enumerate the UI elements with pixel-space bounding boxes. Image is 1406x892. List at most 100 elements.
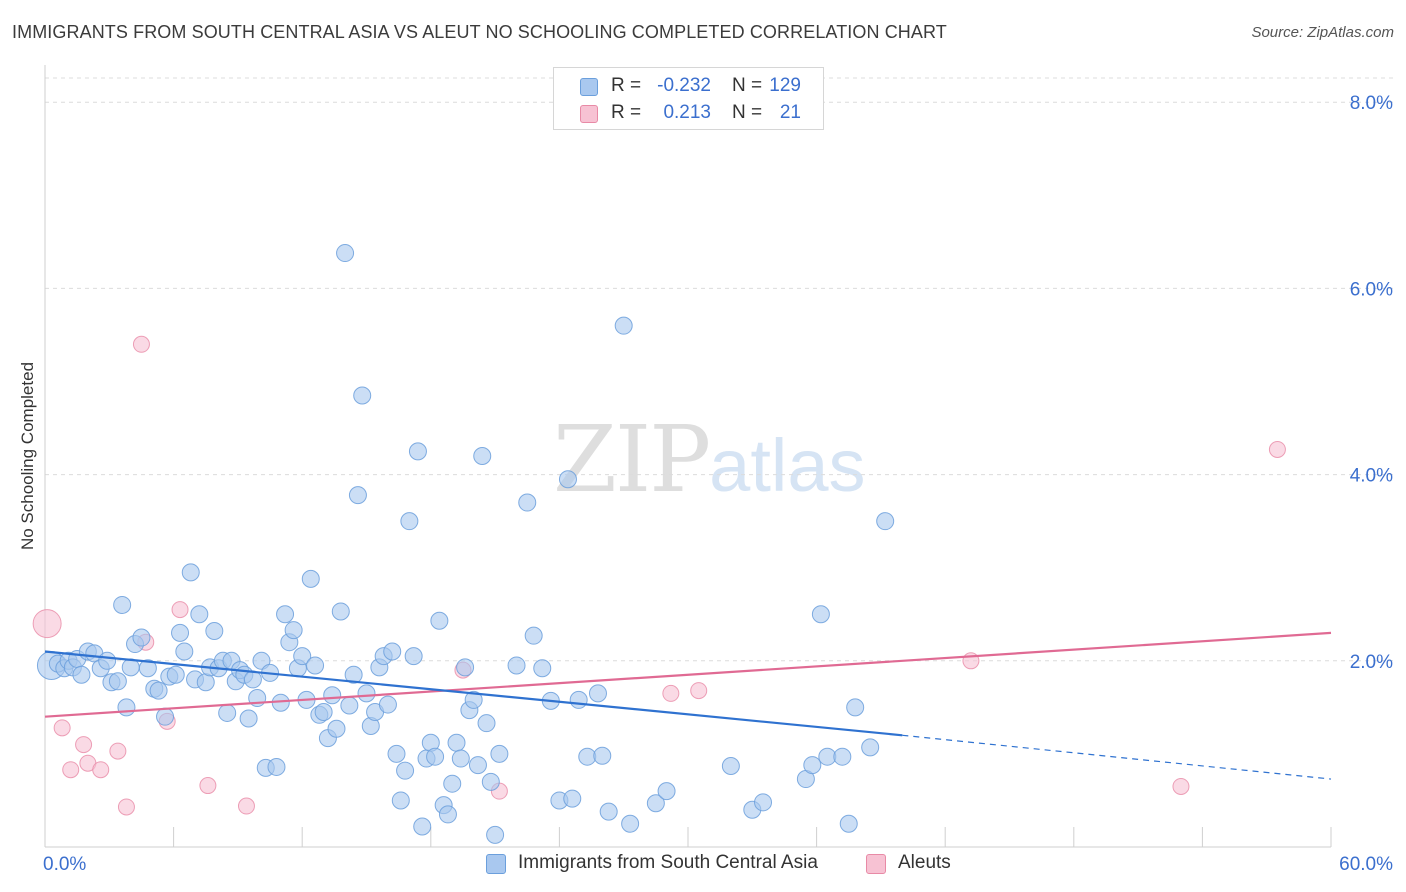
immigrants-point <box>267 757 286 776</box>
immigrants-point <box>754 793 773 812</box>
immigrants-point <box>353 386 372 405</box>
immigrants-point <box>98 651 117 670</box>
immigrants-point <box>490 744 509 763</box>
immigrants-point <box>239 709 258 728</box>
watermark: ZIPatlas <box>553 406 865 513</box>
immigrants-point <box>563 789 582 808</box>
immigrants-point <box>558 470 577 489</box>
immigrants-point <box>451 749 470 768</box>
legend-r-value: 0.213 <box>663 102 711 123</box>
legend-r-value: -0.232 <box>657 75 711 96</box>
immigrants-point <box>340 696 359 715</box>
immigrants-point <box>839 814 858 833</box>
immigrants-point <box>413 817 432 836</box>
immigrants-point <box>387 744 406 763</box>
stats-legend: R = -0.232 N = 129 R = 0.213 N = 21 <box>553 67 824 130</box>
aleuts-point <box>117 798 135 816</box>
aleuts-trend-line <box>44 631 1332 718</box>
immigrants-point <box>323 686 342 705</box>
immigrants-point <box>149 681 168 700</box>
immigrants-point <box>876 512 895 531</box>
immigrants-point <box>811 605 830 624</box>
legend-r-label: R = <box>611 75 642 96</box>
immigrants-point <box>383 642 402 661</box>
aleuts-point <box>199 777 217 795</box>
immigrants-point <box>464 690 483 709</box>
immigrants-point <box>569 690 588 709</box>
grid-lines <box>45 77 1393 662</box>
immigrants-point <box>430 611 449 630</box>
immigrants-point <box>175 642 194 661</box>
y-tick-label: 6.0% <box>1350 279 1393 300</box>
immigrants-point <box>588 684 607 703</box>
aleuts-point <box>75 736 93 754</box>
x-tick-label: 0.0% <box>43 854 86 875</box>
legend-label: Aleuts <box>898 852 951 873</box>
immigrants-point <box>138 659 157 678</box>
immigrants-point <box>171 623 190 642</box>
immigrants-point <box>473 447 492 465</box>
immigrants-point <box>518 493 537 512</box>
immigrants-point <box>593 746 612 765</box>
legend-swatch-blue <box>486 854 506 874</box>
aleuts-point <box>1172 777 1190 795</box>
legend-n-value: 129 <box>769 75 801 96</box>
legend-row-aleuts: R = 0.213 N = 21 <box>554 101 823 127</box>
immigrants-point <box>113 595 132 614</box>
legend-label: Immigrants from South Central Asia <box>518 852 818 873</box>
aleuts-point <box>53 719 71 737</box>
immigrants-point <box>481 772 500 791</box>
aleuts-point <box>92 761 110 779</box>
immigrants-point <box>846 698 865 717</box>
source-credit: Source: ZipAtlas.com <box>1251 24 1394 41</box>
immigrants-point <box>156 707 175 726</box>
immigrants-point <box>818 747 837 766</box>
immigrants-point <box>344 665 363 684</box>
immigrants-point <box>357 684 376 703</box>
immigrants-point <box>391 791 410 810</box>
chart-title: IMMIGRANTS FROM SOUTH CENTRAL ASIA VS AL… <box>12 22 947 42</box>
immigrants-point <box>621 814 640 833</box>
immigrants-points <box>36 244 895 844</box>
watermark-zip: ZIP <box>553 406 711 513</box>
aleuts-point <box>109 742 127 760</box>
immigrants-trend-extension <box>902 734 1332 780</box>
immigrants-point <box>426 747 445 766</box>
aleuts-point <box>690 682 708 700</box>
immigrants-point <box>331 602 350 621</box>
immigrants-point <box>468 756 487 775</box>
immigrants-point <box>578 747 597 766</box>
legend-n-label: N = <box>732 75 763 96</box>
axes <box>44 65 1332 848</box>
immigrants-point <box>108 672 127 691</box>
trend-lines <box>44 631 1332 780</box>
immigrants-point <box>646 794 665 813</box>
legend-swatch-pink <box>866 854 886 874</box>
immigrants-point <box>132 628 151 647</box>
y-tick-label: 2.0% <box>1350 652 1393 673</box>
immigrants-point <box>284 621 303 640</box>
immigrants-point <box>196 673 215 692</box>
legend-n-label: N = <box>732 102 763 123</box>
immigrants-point <box>400 512 419 531</box>
y-tick-label: 4.0% <box>1350 466 1393 487</box>
immigrants-point <box>721 757 740 776</box>
immigrants-point <box>336 244 355 263</box>
legend-swatch-blue <box>580 78 598 96</box>
series-legend: Immigrants from South Central Asia Aleut… <box>0 851 1406 877</box>
immigrants-point <box>408 442 427 461</box>
immigrants-point <box>524 626 543 645</box>
immigrants-point <box>438 805 457 824</box>
immigrants-point <box>477 714 496 733</box>
immigrants-point <box>218 703 237 722</box>
watermark-atlas: atlas <box>709 424 866 507</box>
aleuts-point <box>662 684 680 702</box>
immigrants-point <box>205 622 224 641</box>
legend-swatch-pink <box>580 105 598 123</box>
immigrants-point <box>327 719 346 738</box>
immigrants-point <box>306 656 325 675</box>
immigrants-point <box>443 774 462 793</box>
aleuts-points <box>32 335 1286 816</box>
immigrants-point <box>314 703 333 722</box>
